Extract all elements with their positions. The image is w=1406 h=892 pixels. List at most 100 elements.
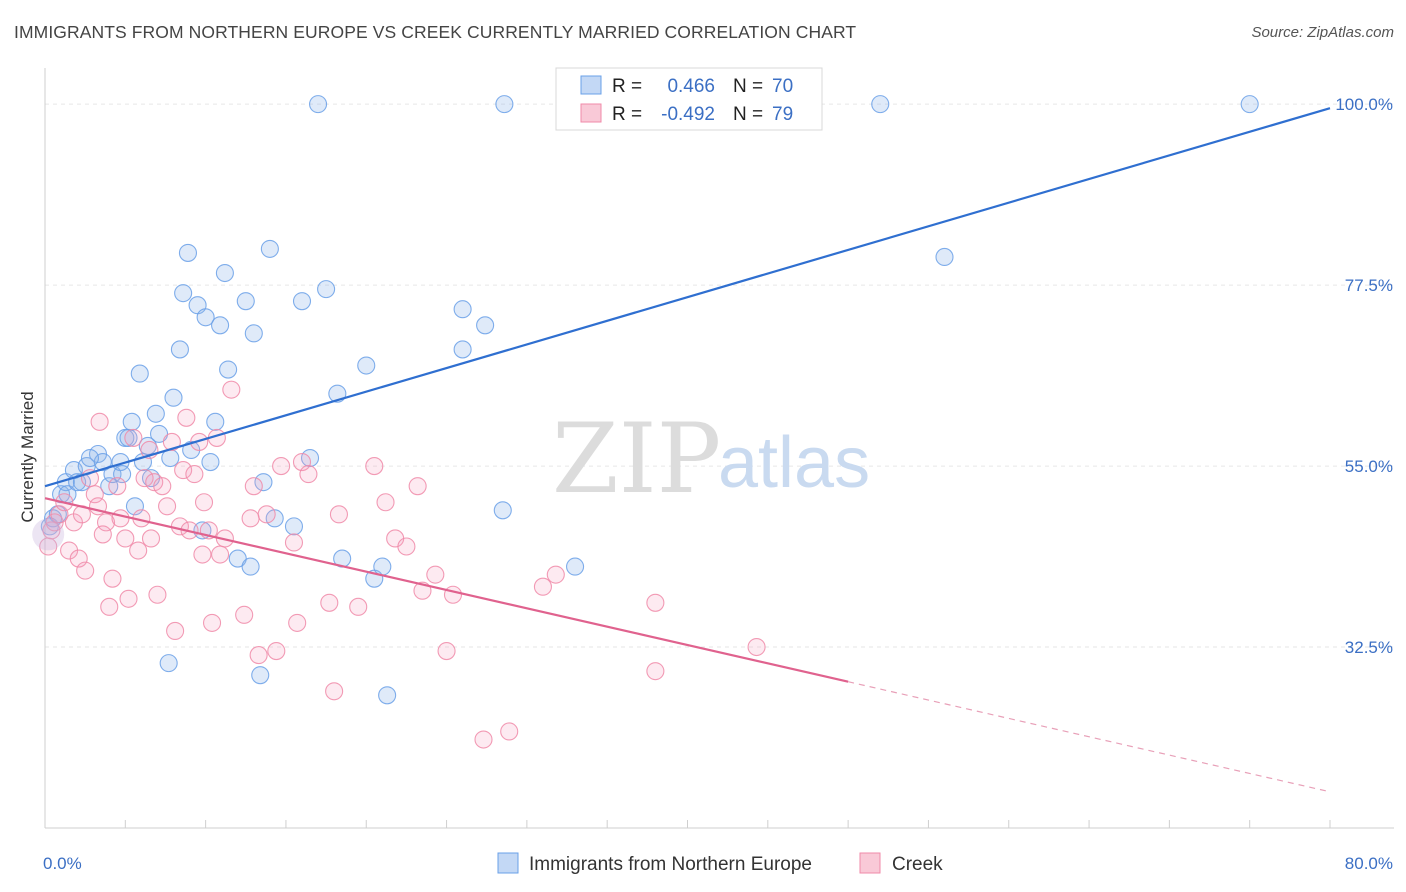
point-northern-europe <box>80 448 100 468</box>
x-tick-label-max: 80.0% <box>1345 854 1393 873</box>
point-creek <box>408 477 427 496</box>
point-northern-europe <box>254 473 273 492</box>
trend-line-creek <box>44 497 849 683</box>
point-northern-europe <box>170 340 189 359</box>
point-creek <box>50 505 69 524</box>
stats-r-value-blue: 0.466 <box>667 76 715 97</box>
point-creek <box>241 509 260 528</box>
point-creek <box>365 457 384 476</box>
point-northern-europe <box>178 243 198 262</box>
point-creek <box>162 432 181 451</box>
point-creek <box>474 730 493 749</box>
point-northern-europe <box>453 340 472 359</box>
stats-box: R = 0.466 N = 70 R = -0.492 N = 79 <box>555 67 823 131</box>
point-creek <box>249 646 268 665</box>
legend: Immigrants from Northern Europe Creek <box>497 852 943 875</box>
y-tick-label: 77.5% <box>1345 276 1393 295</box>
stats-r-value-pink: -0.492 <box>661 104 715 125</box>
point-creek <box>533 577 552 596</box>
point-creek <box>747 637 766 657</box>
stats-n-value-blue: 70 <box>772 76 793 97</box>
point-northern-europe <box>309 95 328 114</box>
point-creek <box>135 469 154 488</box>
legend-swatch-northern-europe <box>497 852 519 874</box>
point-creek <box>103 569 122 588</box>
point-creek <box>546 565 565 584</box>
point-northern-europe <box>228 549 247 568</box>
point-northern-europe <box>206 412 225 431</box>
stats-r-label-pink: R = <box>612 104 642 125</box>
point-northern-europe <box>159 654 178 673</box>
point-northern-europe <box>373 557 392 576</box>
y-tick-label: 100.0% <box>1335 95 1393 114</box>
point-creek <box>325 682 344 701</box>
y-tick-labels: 32.5% 55.0% 77.5% 100.0% <box>1335 95 1393 657</box>
point-creek <box>397 537 416 556</box>
point-creek <box>185 465 204 484</box>
point-creek <box>129 541 148 560</box>
point-northern-europe <box>174 284 193 303</box>
point-creek <box>194 493 214 512</box>
stats-n-label-pink: N = <box>733 104 763 125</box>
x-ticks <box>124 820 1331 828</box>
point-northern-europe <box>149 424 169 443</box>
point-creek <box>646 593 665 612</box>
point-creek <box>320 593 339 612</box>
point-northern-europe <box>122 412 141 431</box>
x-tick-label-min: 0.0% <box>43 854 82 873</box>
trend-line-northern-europe <box>44 107 1331 488</box>
point-creek <box>90 412 109 431</box>
point-northern-europe <box>493 501 512 520</box>
point-creek <box>96 513 116 532</box>
point-northern-europe <box>113 465 132 484</box>
trend-lines <box>44 107 1331 793</box>
point-creek <box>284 533 304 552</box>
point-northern-europe <box>871 95 890 114</box>
point-creek <box>108 477 127 496</box>
point-creek <box>111 509 130 528</box>
point-creek <box>85 485 104 504</box>
point-northern-europe <box>236 292 255 311</box>
stats-swatch-blue <box>580 75 602 95</box>
point-northern-europe <box>241 557 260 576</box>
point-creek <box>193 545 212 564</box>
point-creek <box>288 613 307 632</box>
legend-label-northern-europe: Immigrants from Northern Europe <box>529 854 812 875</box>
point-northern-europe <box>130 364 149 383</box>
point-creek <box>174 461 193 480</box>
stats-n-value-pink: 79 <box>772 104 793 125</box>
point-northern-europe <box>146 404 165 423</box>
point-northern-europe <box>357 356 376 375</box>
point-creek <box>272 457 291 476</box>
point-northern-europe <box>244 324 263 343</box>
point-creek <box>376 493 395 512</box>
point-northern-europe <box>196 308 215 327</box>
point-northern-europe <box>215 263 234 283</box>
point-creek <box>211 545 230 564</box>
point-creek <box>244 477 263 496</box>
point-creek <box>329 505 348 524</box>
point-northern-europe <box>292 292 312 311</box>
point-northern-europe <box>164 388 183 407</box>
y-axis-label: Currently Married <box>18 391 37 522</box>
point-creek <box>257 505 276 524</box>
watermark-zip: ZIP <box>552 403 721 515</box>
watermark: ZIP atlas <box>552 403 870 515</box>
watermark-atlas: atlas <box>718 423 870 503</box>
point-creek <box>426 565 445 584</box>
point-creek <box>500 722 519 741</box>
point-creek <box>267 642 286 661</box>
point-northern-europe <box>219 360 238 379</box>
point-creek <box>166 621 185 640</box>
point-northern-europe <box>317 280 336 299</box>
stats-n-label-blue: N = <box>733 76 763 97</box>
y-tick-label: 55.0% <box>1345 457 1393 476</box>
point-northern-europe <box>284 517 304 536</box>
stats-r-label-blue: R = <box>612 76 642 97</box>
point-creek <box>148 585 167 604</box>
trend-line-creek-extrapolated <box>847 681 1331 793</box>
point-creek <box>119 589 138 608</box>
chart-title: IMMIGRANTS FROM NORTHERN EUROPE VS CREEK… <box>14 22 857 42</box>
point-creek <box>141 529 161 548</box>
